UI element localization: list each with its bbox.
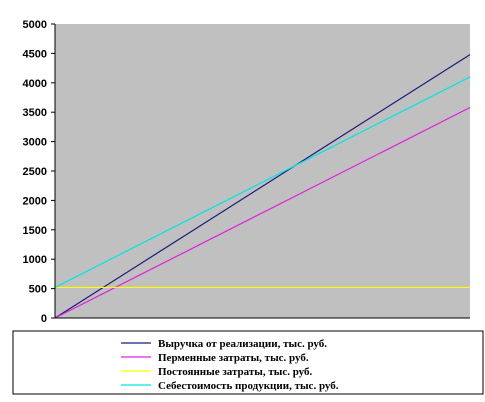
y-tick-label: 500 bbox=[29, 284, 47, 296]
legend-label: Выручка от реализации, тыс. руб. bbox=[158, 338, 327, 350]
series-line-2 bbox=[54, 106, 471, 319]
series-line-4 bbox=[54, 76, 471, 288]
y-tick-label: 1500 bbox=[23, 225, 47, 237]
y-tick-label: 5000 bbox=[23, 19, 47, 31]
legend-label: Себестоимость продукции, тыс. руб. bbox=[158, 380, 339, 392]
y-tick-label: 2000 bbox=[23, 195, 47, 207]
y-tick-label: 2500 bbox=[23, 166, 47, 178]
y-axis: 0 500 1000 1500 2000 2500 3000 3500 4000 4500 5000 bbox=[23, 19, 55, 325]
legend bbox=[12, 330, 484, 395]
legend-items: Выручка от реализации, тыс. руб. Перменны… bbox=[121, 338, 339, 392]
plot-area bbox=[55, 24, 470, 318]
y-tick-label: 4500 bbox=[23, 48, 47, 60]
legend-label: Постоянные затраты, тыс. руб. bbox=[158, 366, 313, 378]
legend-label: Перменные затраты, тыс. руб. bbox=[158, 352, 309, 364]
y-tick-label: 1000 bbox=[23, 254, 47, 266]
y-tick-label: 3500 bbox=[23, 107, 47, 119]
y-tick-label: 3000 bbox=[23, 137, 47, 149]
y-tick-label: 4000 bbox=[23, 78, 47, 90]
series-line-1 bbox=[54, 54, 471, 319]
series-group bbox=[54, 54, 471, 319]
y-tick-label: 0 bbox=[41, 313, 47, 325]
